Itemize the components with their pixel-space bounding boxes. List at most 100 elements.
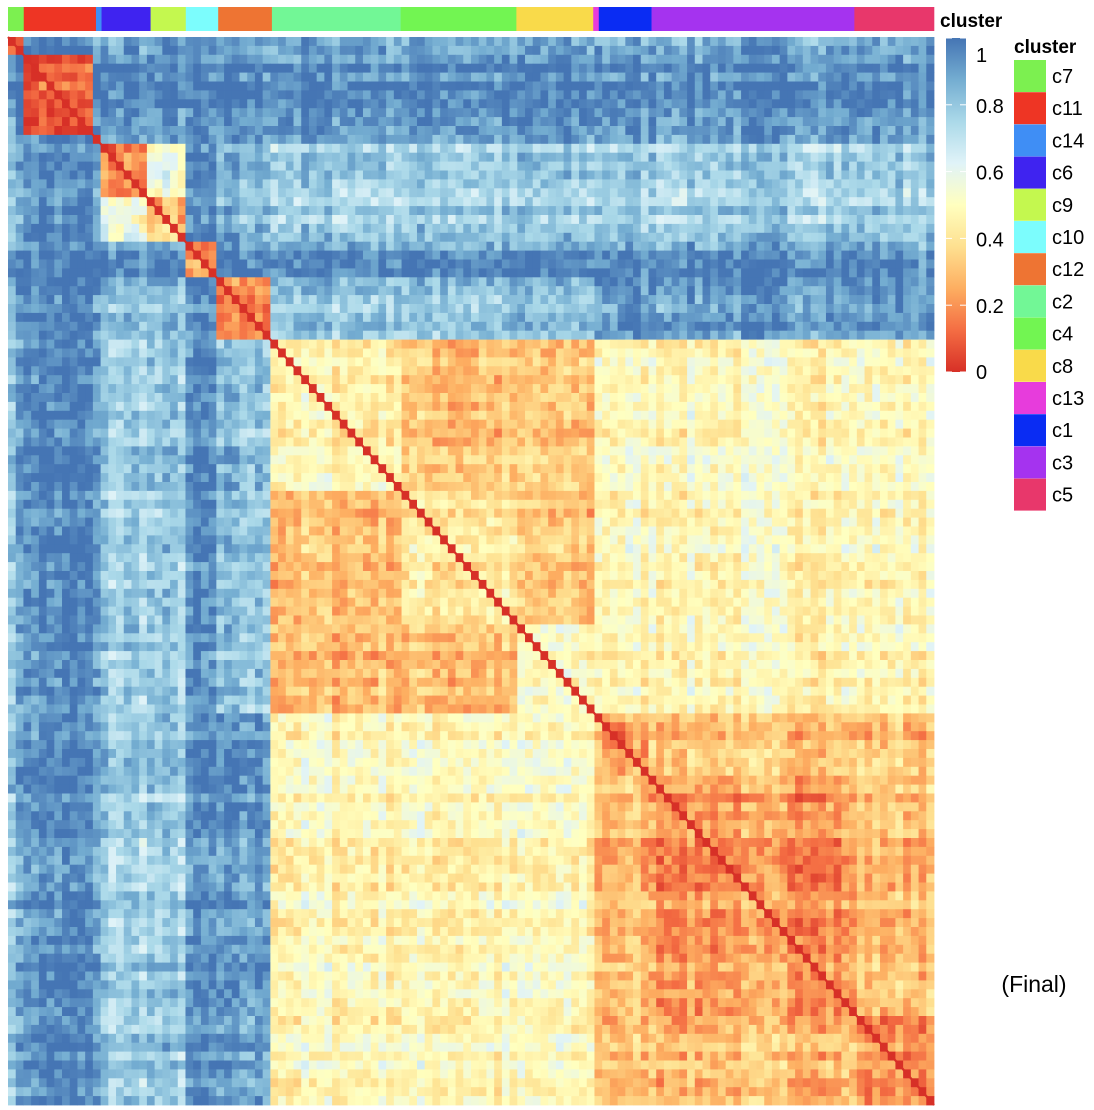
heatmap-cell	[625, 161, 634, 171]
heatmap-cell	[779, 330, 788, 340]
heatmap-cell	[278, 108, 287, 118]
heatmap-cell	[710, 393, 719, 403]
heatmap-cell	[640, 250, 649, 260]
heatmap-cell	[23, 375, 32, 385]
heatmap-cell	[455, 393, 464, 403]
heatmap-cell	[494, 339, 503, 349]
heatmap-cell	[386, 117, 395, 127]
heatmap-cell	[903, 152, 912, 162]
heatmap-cell	[640, 81, 649, 91]
heatmap-cell	[116, 259, 125, 269]
annotation-segment-c13	[593, 7, 600, 31]
heatmap-cell	[671, 241, 680, 251]
heatmap-cell	[609, 286, 619, 296]
heatmap-cell	[85, 90, 94, 100]
heatmap-cell	[224, 348, 233, 358]
heatmap-cell	[555, 90, 564, 100]
heatmap-cell	[100, 206, 109, 216]
heatmap-cell	[663, 170, 673, 180]
heatmap-cell	[208, 330, 217, 340]
heatmap-cell	[471, 72, 480, 82]
heatmap-cell	[208, 295, 217, 305]
heatmap-cell	[362, 223, 372, 234]
heatmap-cell	[301, 54, 310, 65]
heatmap-cell	[687, 117, 696, 127]
heatmap-cell	[46, 348, 55, 358]
heatmap-cell	[393, 401, 402, 412]
heatmap-cell	[262, 295, 271, 305]
heatmap-cell	[154, 215, 163, 225]
heatmap-cell	[548, 304, 557, 314]
heatmap-cell	[903, 45, 912, 56]
heatmap-cell	[401, 339, 410, 349]
heatmap-cell	[154, 401, 163, 412]
heatmap-cell	[663, 375, 673, 385]
heatmap-cell	[509, 81, 518, 91]
heatmap-cell	[332, 393, 341, 403]
heatmap-cell	[170, 72, 179, 82]
heatmap-cell	[586, 259, 595, 269]
heatmap-cell	[108, 286, 117, 296]
heatmap-cell	[910, 72, 919, 82]
heatmap-cell	[185, 259, 194, 269]
heatmap-cell	[571, 99, 580, 109]
heatmap-cell	[316, 54, 325, 65]
heatmap-cell	[471, 152, 480, 162]
heatmap-cell	[663, 117, 673, 127]
heatmap-cell	[162, 268, 171, 278]
heatmap-cell	[455, 321, 464, 332]
heatmap-cell	[208, 152, 217, 162]
heatmap-cell	[517, 188, 526, 198]
heatmap-cell	[818, 339, 827, 349]
heatmap-cell	[401, 357, 410, 367]
heatmap-cell	[586, 348, 595, 358]
heatmap-cell	[571, 108, 580, 118]
heatmap-cell	[494, 384, 503, 394]
heatmap-cell	[69, 215, 78, 225]
heatmap-cell	[154, 45, 163, 56]
heatmap-cell	[123, 312, 132, 323]
heatmap-cell	[795, 375, 804, 385]
heatmap-cell	[324, 37, 333, 47]
heatmap-cell	[802, 277, 811, 287]
heatmap-cell	[594, 375, 603, 385]
heatmap-cell	[540, 134, 549, 145]
heatmap-cell	[895, 286, 904, 296]
heatmap-cell	[663, 54, 673, 65]
heatmap-cell	[100, 99, 109, 109]
heatmap-cell	[926, 197, 935, 207]
heatmap-cell	[139, 330, 148, 340]
heatmap-cell	[818, 90, 827, 100]
heatmap-cell	[432, 232, 441, 243]
heatmap-cell	[486, 126, 495, 136]
heatmap-cell	[131, 215, 140, 225]
heatmap-cell	[741, 259, 750, 269]
heatmap-cell	[339, 126, 348, 136]
heatmap-cell	[200, 170, 210, 180]
heatmap-cell	[764, 286, 773, 296]
heatmap-cell	[123, 286, 132, 296]
heatmap-cell	[579, 241, 588, 251]
heatmap-cell	[455, 268, 464, 278]
heatmap-cell	[278, 90, 287, 100]
heatmap-cell	[717, 232, 727, 243]
heatmap-cell	[62, 72, 71, 82]
heatmap-cell	[393, 72, 402, 82]
heatmap-cell	[849, 81, 858, 91]
heatmap-cell	[741, 152, 750, 162]
heatmap-cell	[663, 384, 673, 394]
heatmap-cell	[131, 375, 140, 385]
heatmap-cell	[663, 72, 673, 82]
heatmap-cell	[231, 215, 240, 225]
heatmap-cell	[378, 295, 387, 305]
heatmap-cell	[92, 45, 101, 56]
heatmap-cell	[501, 295, 510, 305]
heatmap-cell	[46, 223, 55, 234]
heatmap-cell	[818, 54, 827, 65]
heatmap-cell	[733, 348, 742, 358]
heatmap-cell	[795, 206, 804, 216]
heatmap-cell	[694, 81, 703, 91]
heatmap-cell	[347, 197, 356, 207]
heatmap-cell	[108, 304, 117, 314]
heatmap-cell	[332, 348, 341, 358]
